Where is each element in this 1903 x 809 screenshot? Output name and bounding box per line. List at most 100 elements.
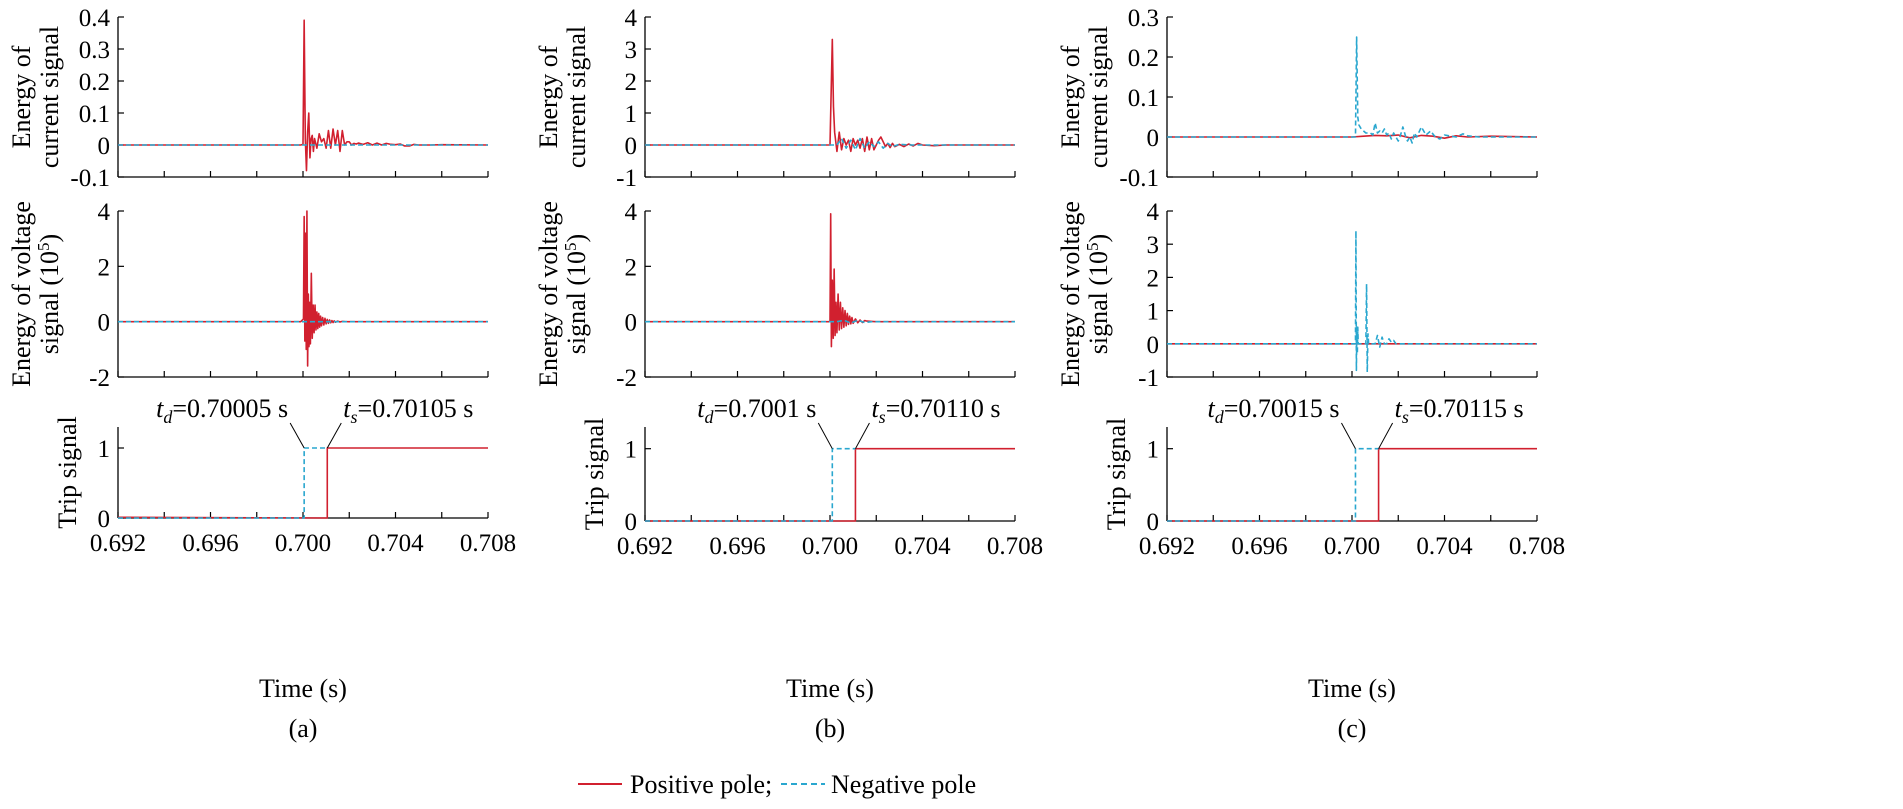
panel-a-row3-positive-pole-line bbox=[117, 447, 488, 519]
panel-c-row2-ytick-label: 2 bbox=[1147, 265, 1160, 292]
panel-a-row1-ylabel: Energy of bbox=[7, 45, 36, 148]
panel-c-row3-ytick-label: 0 bbox=[1147, 509, 1160, 536]
panel-c-row1-ylabel: current signal bbox=[1084, 26, 1113, 168]
panel-c-row2-chart: -1 0 1 2 3 4 Energy of voltage signal (105) bbox=[1056, 199, 1538, 392]
panel-b-row3-ts-leader bbox=[854, 422, 870, 449]
panel-c-row3-td-leader bbox=[1341, 422, 1356, 449]
panel-c-row3-negative-pole-line bbox=[1167, 447, 1379, 522]
panel-b-row1-positive-pole-line bbox=[645, 38, 1015, 153]
panel-c-row2-ytick-label: 1 bbox=[1147, 299, 1160, 326]
panel-c-row3-xtick-label: 0.692 bbox=[1139, 533, 1195, 560]
panel-b-row1-negative-pole-line bbox=[645, 137, 1015, 151]
panel-a-row2-positive-pole-line bbox=[118, 210, 488, 367]
panel-c-row3-td-annotation: td=0.70015 s bbox=[1207, 394, 1339, 427]
panel-b-row3-xtick-label: 0.692 bbox=[617, 533, 673, 560]
panel-a-row3-ytick-label: 1 bbox=[98, 436, 111, 463]
panel-a-row3-xtick-label: 0.708 bbox=[460, 530, 516, 557]
panel-c-row2-negative-pole-line bbox=[1167, 230, 1537, 373]
panel-c-row2-ytick-label: 3 bbox=[1147, 232, 1160, 259]
panel-b-row1-ylabel: Energy of bbox=[534, 45, 563, 148]
panel-a-row1-ytick-label: 0.3 bbox=[79, 37, 110, 64]
panel-a-row3-xtick-label: 0.704 bbox=[367, 530, 424, 557]
panel-a-row2-ytick-label: 4 bbox=[98, 199, 111, 226]
panel-b-row2-ylabel: signal (105) bbox=[561, 234, 592, 354]
panel-a-row3-xtick-label: 0.696 bbox=[182, 530, 238, 557]
panel-c-row1-negative-pole-line bbox=[1167, 36, 1537, 144]
legend-negative-label: Negative pole bbox=[831, 770, 976, 799]
panel-c-row3-ts-annotation: ts=0.70115 s bbox=[1395, 394, 1524, 427]
xlabel-a: Time (s) bbox=[259, 674, 347, 703]
panel-c-row3-ts-leader bbox=[1378, 422, 1394, 449]
panel-a-row1-chart: -0.1 0 0.1 0.2 0.3 0.4 Energy of current signal bbox=[7, 5, 489, 192]
panel-b-row3-xtick-label: 0.696 bbox=[709, 533, 765, 560]
panel-a-row1-ytick-label: -0.1 bbox=[70, 165, 110, 192]
panel-a-row2-ytick-label: -2 bbox=[89, 365, 110, 392]
panel-a-row1-ytick-label: 0.1 bbox=[79, 101, 110, 128]
legend: Positive pole; Negative pole bbox=[578, 770, 976, 799]
panel-a-row1-positive-pole-line bbox=[118, 19, 489, 172]
panel-c-row1-positive-pole-line bbox=[1167, 134, 1538, 139]
panel-c-row2-ytick-label: 4 bbox=[1147, 199, 1160, 226]
panel-a-row2-ytick-label: 0 bbox=[98, 310, 111, 337]
panel-a-row3-negative-pole-line bbox=[118, 447, 328, 519]
panel-b-row3-td-leader bbox=[817, 422, 833, 449]
panel-c-row1-chart: -0.1 0 0.1 0.2 0.3 Energy of current signal bbox=[1056, 5, 1538, 192]
panel-b-row2-negative-pole-line bbox=[645, 319, 1015, 324]
panel-b-row3-ts-annotation: ts=0.70110 s bbox=[871, 394, 1000, 427]
panel-b-row1-ytick-label: 4 bbox=[625, 5, 638, 32]
panel-a-row3-xtick-label: 0.692 bbox=[90, 530, 146, 557]
panel-b-row2-chart: -2 0 2 4 Energy of voltage signal (105) bbox=[534, 199, 1016, 392]
panel-c-row2-ytick-label: -1 bbox=[1138, 365, 1159, 392]
panel-b-row1-ytick-label: 1 bbox=[625, 101, 638, 128]
panel-b-row3-ytick-label: 1 bbox=[625, 437, 638, 464]
panel-b-row3-positive-pole-line bbox=[645, 447, 1015, 522]
xlabel-c: Time (s) bbox=[1308, 674, 1396, 703]
panel-a-row2-ylabel: signal (105) bbox=[34, 234, 65, 354]
panel-b-row1-ylabel: current signal bbox=[562, 26, 591, 168]
panel-c-row1-ytick-label: 0.3 bbox=[1128, 5, 1159, 32]
panel-b-row1-ytick-label: 0 bbox=[625, 133, 638, 160]
panel-c-row2-ylabel: signal (105) bbox=[1083, 234, 1114, 354]
panel-a-row1-ytick-label: 0.4 bbox=[79, 5, 111, 32]
panel-b-row3-negative-pole-line bbox=[645, 447, 856, 522]
panel-b-row3-ytick-label: 0 bbox=[625, 509, 638, 536]
panel-b-row2-positive-pole-line bbox=[645, 212, 1015, 348]
panel-a-row3-ylabel: Trip signal bbox=[53, 416, 82, 528]
panel-c-row3-ylabel: Trip signal bbox=[1102, 418, 1131, 530]
panel-c-row1-ytick-label: 0.2 bbox=[1128, 45, 1159, 72]
panel-c-row3-xtick-label: 0.708 bbox=[1509, 533, 1565, 560]
panel-b-row3-td-annotation: td=0.7001 s bbox=[697, 394, 816, 427]
panel-c-row3-ytick-label: 1 bbox=[1147, 437, 1160, 464]
panel-c-row1-ytick-label: 0.1 bbox=[1128, 85, 1159, 112]
panel-b-row1-ytick-label: -1 bbox=[616, 165, 637, 192]
caption-a: (a) bbox=[289, 714, 318, 743]
panel-a-row3-chart: 0 1 0.692 0.696 0.700 0.704 0.708 Trip signal td… bbox=[53, 394, 516, 557]
panel-c-row3-xtick-label: 0.696 bbox=[1231, 533, 1287, 560]
panel-a-row3-ts-annotation: ts=0.70105 s bbox=[343, 394, 473, 427]
panel-b-row2-ytick-label: -2 bbox=[616, 365, 637, 392]
panel-b-row2-ytick-label: 2 bbox=[625, 254, 638, 281]
panel-b-row2-ytick-label: 4 bbox=[625, 199, 638, 226]
panel-a-row1-ytick-label: 0 bbox=[98, 133, 111, 160]
panel-b-row3-ylabel: Trip signal bbox=[580, 418, 609, 530]
panel-a-row3-td-annotation: td=0.70005 s bbox=[156, 394, 288, 427]
panel-b-row3-xtick-label: 0.704 bbox=[894, 533, 951, 560]
panel-b-row3-xtick-label: 0.708 bbox=[987, 533, 1043, 560]
panel-b-row3-chart: 0 1 0.692 0.696 0.700 0.704 0.708 Trip signal td… bbox=[580, 394, 1043, 560]
panel-b-row1-ytick-label: 3 bbox=[625, 37, 638, 64]
panel-c-row1-ytick-label: 0 bbox=[1147, 125, 1160, 152]
panel-c-row1-ytick-label: -0.1 bbox=[1119, 165, 1159, 192]
caption-b: (b) bbox=[815, 714, 845, 743]
panel-a-row3-ts-leader bbox=[326, 422, 342, 449]
panel-c-row2-ytick-label: 0 bbox=[1147, 332, 1160, 359]
panel-b-row1-ytick-label: 2 bbox=[625, 69, 638, 96]
panel-c-row2-ylabel: Energy of voltage bbox=[1056, 201, 1085, 387]
panel-c-row3-positive-pole-line bbox=[1167, 447, 1537, 522]
panel-c-row3-xtick-label: 0.704 bbox=[1416, 533, 1473, 560]
panel-b-row2-ytick-label: 0 bbox=[625, 310, 638, 337]
panel-a-row2-ytick-label: 2 bbox=[98, 254, 111, 281]
panel-b-row3-xtick-label: 0.700 bbox=[802, 533, 858, 560]
